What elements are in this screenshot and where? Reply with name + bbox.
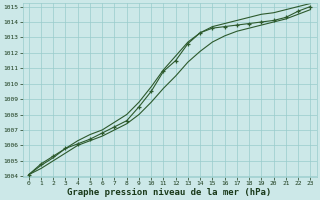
X-axis label: Graphe pression niveau de la mer (hPa): Graphe pression niveau de la mer (hPa) xyxy=(68,188,272,197)
